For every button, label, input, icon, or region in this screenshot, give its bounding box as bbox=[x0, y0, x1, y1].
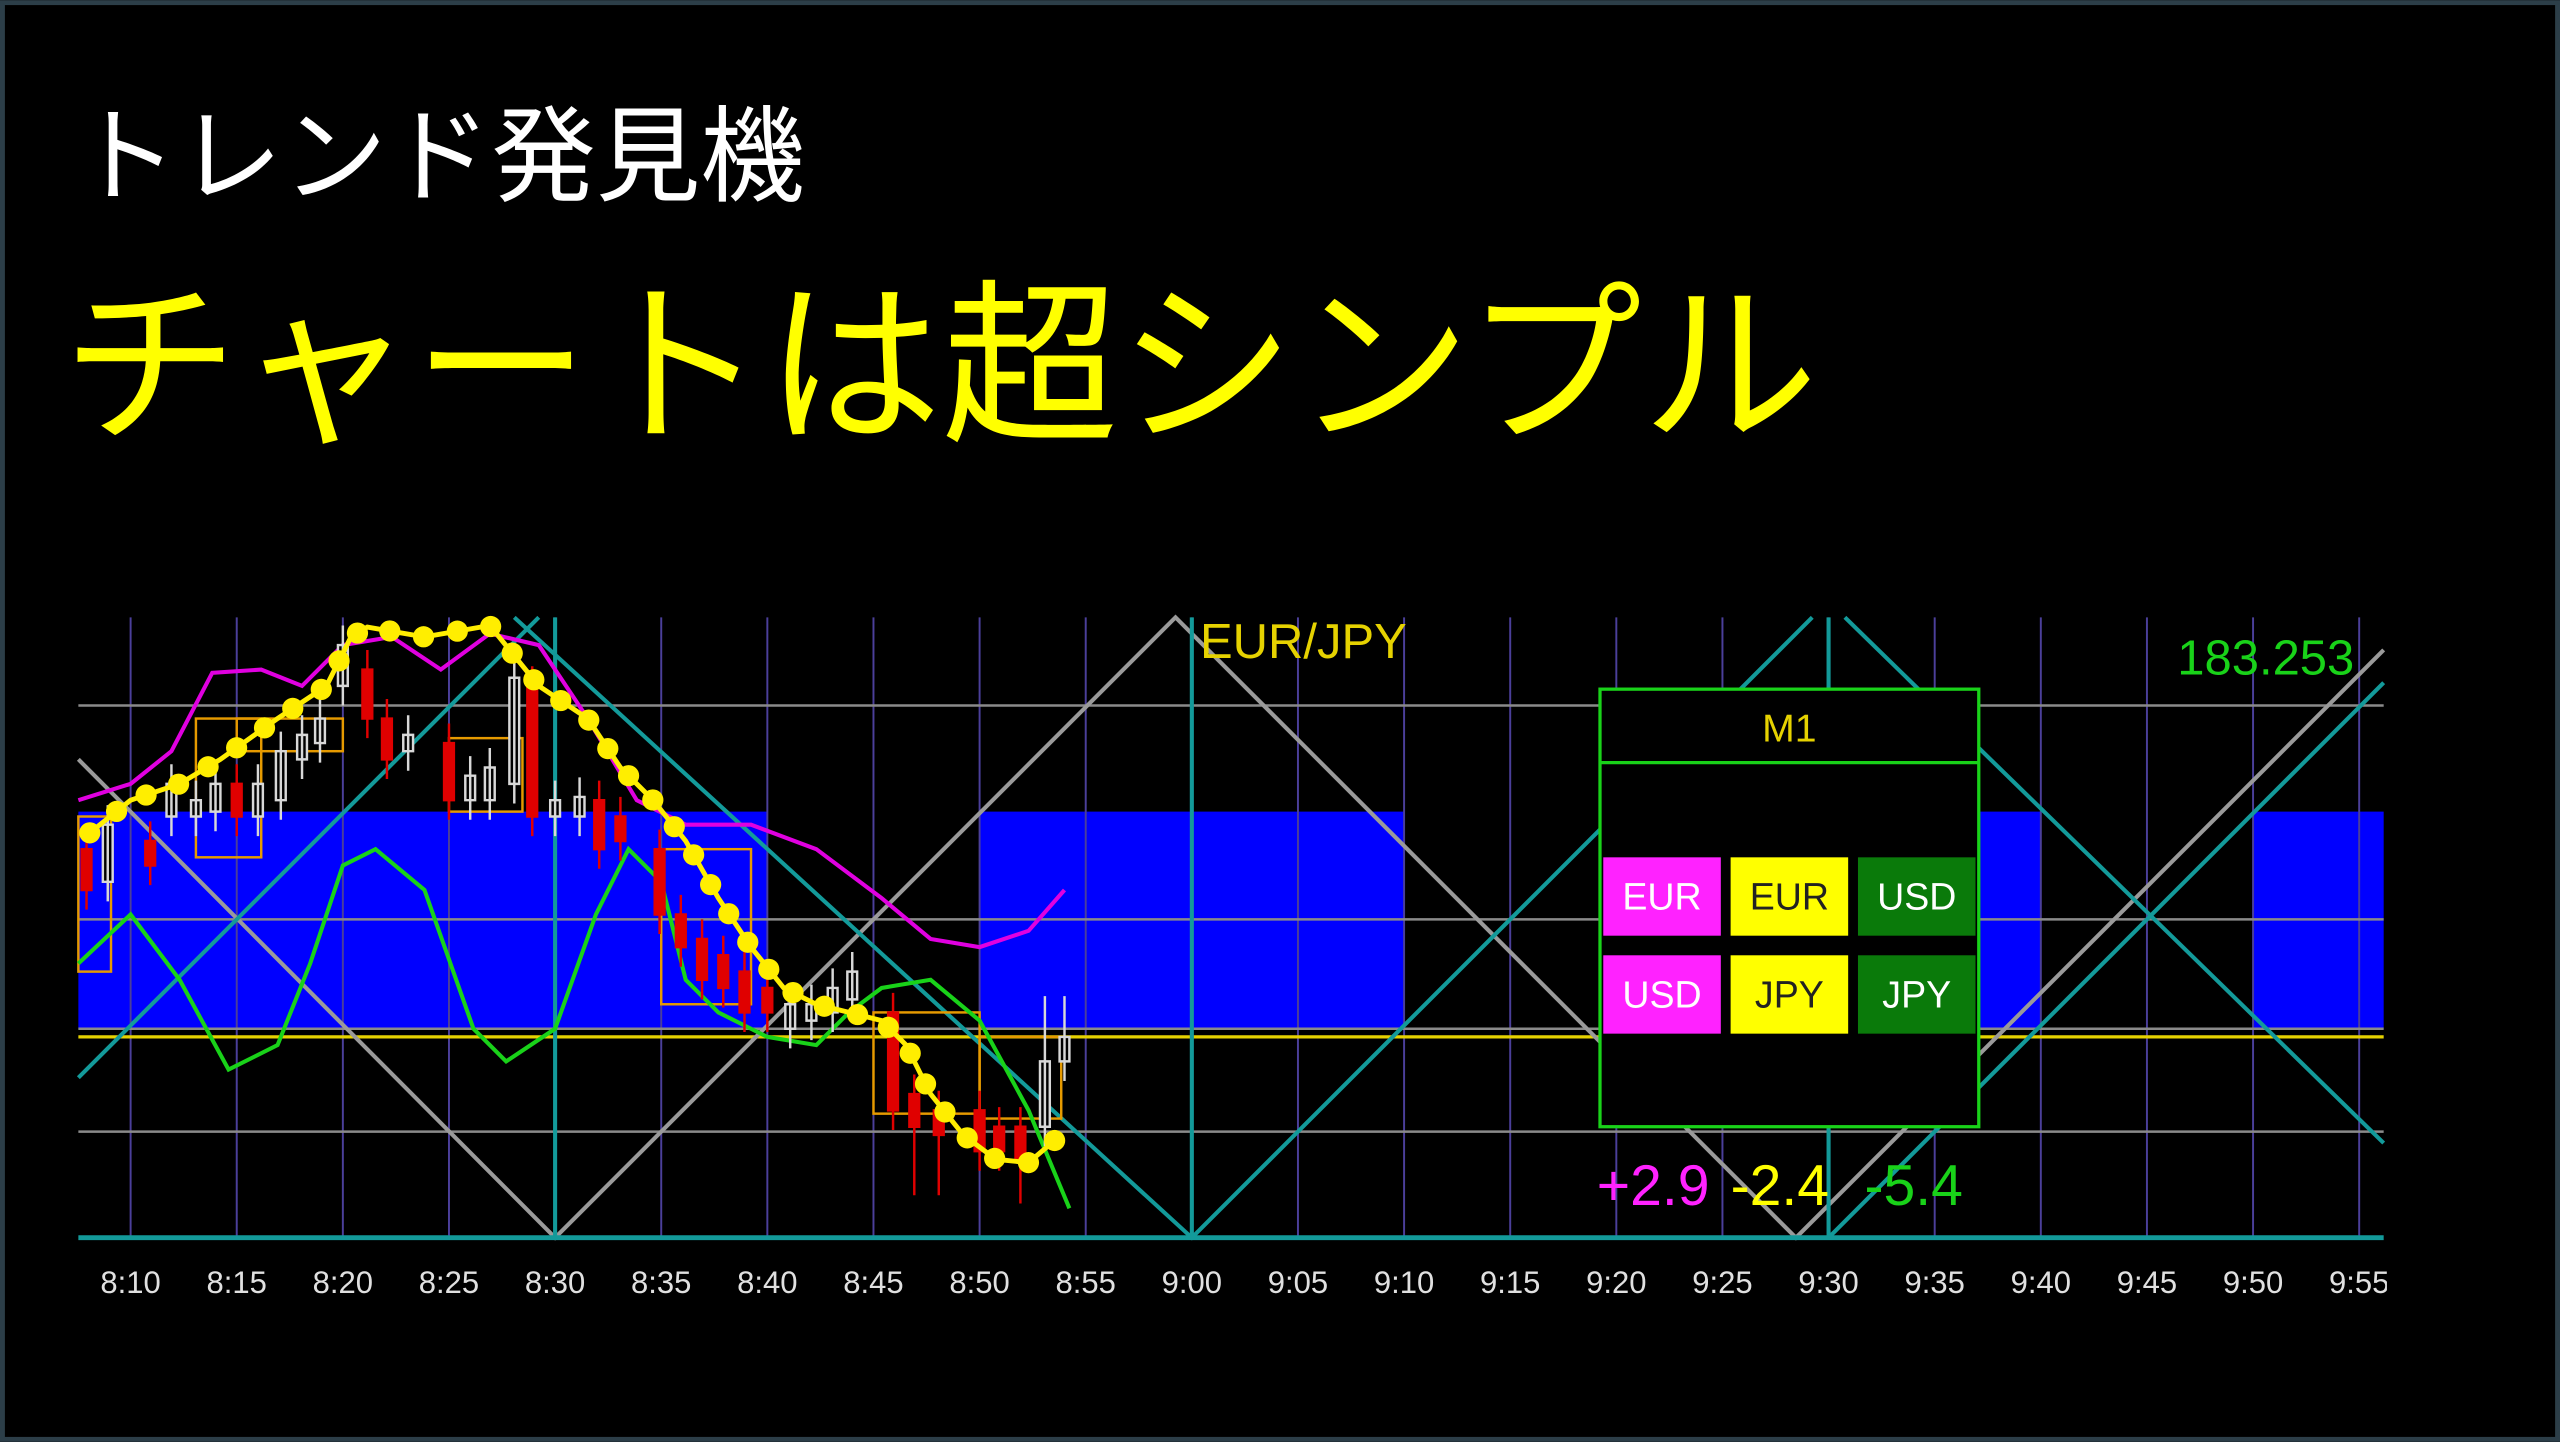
ma-dots bbox=[79, 613, 1072, 1174]
strengths: +2.9 -2.4 -5.4 bbox=[1597, 1154, 1963, 1218]
currency-label: JPY bbox=[1755, 974, 1824, 1016]
x-tick-label: 9:40 bbox=[2011, 1265, 2071, 1300]
currency-cell bbox=[1730, 857, 1849, 936]
green-line bbox=[76, 845, 1072, 1210]
range-box bbox=[660, 847, 753, 1006]
x-tick-label: 8:15 bbox=[207, 1265, 267, 1300]
title: トレンド発見機 bbox=[73, 96, 804, 218]
x-tick-label: 9:30 bbox=[1798, 1265, 1858, 1300]
currency-cell bbox=[1857, 857, 1976, 936]
currency-cell bbox=[1730, 955, 1849, 1034]
x-tick-label: 8:30 bbox=[525, 1265, 585, 1300]
currency-label: USD bbox=[1622, 974, 1701, 1016]
x-tick-label: 8:40 bbox=[737, 1265, 797, 1300]
currency-cell bbox=[1603, 955, 1721, 1034]
x-tick-label: 9:25 bbox=[1692, 1265, 1752, 1300]
x-tick-label: 9:45 bbox=[2117, 1265, 2177, 1300]
x-tick-label: 9:20 bbox=[1586, 1265, 1646, 1300]
range-box bbox=[77, 815, 113, 973]
currency-cell bbox=[1603, 857, 1721, 936]
cells: EUR EUR USD USD JPY JPY bbox=[1603, 857, 1976, 1034]
x-tick-label: 9:15 bbox=[1480, 1265, 1540, 1300]
up-wicks bbox=[106, 625, 1066, 1147]
x-labels: 8:10 8:15 8:20 8:25 8:30 8:35 8:40 8:45 8:50 8:55… bbox=[100, 1265, 2389, 1300]
x-tick-label: 8:20 bbox=[313, 1265, 373, 1300]
down-wicks bbox=[85, 649, 1022, 1204]
gann-grey bbox=[76, 614, 2386, 1241]
x-tick-label: 8:45 bbox=[843, 1265, 903, 1300]
x-tick-label: 8:25 bbox=[419, 1265, 479, 1300]
x-tick-label: 8:10 bbox=[100, 1265, 160, 1300]
chart: 8:10 8:15 8:20 8:25 8:30 8:35 8:40 8:45 8:50 8:55… bbox=[76, 613, 2389, 1300]
x-tick-label: 8:35 bbox=[631, 1265, 691, 1300]
strength-value: +2.9 bbox=[1597, 1154, 1710, 1218]
x-tick-label: 9:05 bbox=[1268, 1265, 1328, 1300]
x-tick-label: 8:50 bbox=[949, 1265, 1009, 1300]
x-tick-label: 9:10 bbox=[1374, 1265, 1434, 1300]
x-tick-label: 9:00 bbox=[1162, 1265, 1222, 1300]
currency-label: EUR bbox=[1750, 876, 1829, 918]
horizontal-grid bbox=[78, 704, 2384, 1133]
x-tick-label: 8:55 bbox=[1056, 1265, 1116, 1300]
magenta-line bbox=[77, 631, 1067, 950]
currency-label: EUR bbox=[1622, 876, 1701, 918]
x-tick-label: 9:50 bbox=[2223, 1265, 2283, 1300]
x-tick-label: 9:35 bbox=[1905, 1265, 1965, 1300]
currency-label: USD bbox=[1877, 876, 1956, 918]
strength-panel: M1 EUR EUR USD USD JPY JPY +2.9 -2.4 -5.4 bbox=[1597, 687, 1981, 1218]
strength-value: -5.4 bbox=[1864, 1154, 1962, 1218]
symbol: EUR/JPY bbox=[1200, 615, 1407, 669]
strength-value: -2.4 bbox=[1731, 1154, 1829, 1218]
price: 183.253 bbox=[2177, 631, 2354, 685]
timeframe: M1 bbox=[1762, 707, 1816, 750]
yellow-ma bbox=[79, 613, 1072, 1174]
currency-cell bbox=[1857, 955, 1976, 1034]
currency-label: JPY bbox=[1882, 974, 1951, 1016]
x-tick-label: 9:55 bbox=[2329, 1265, 2389, 1300]
subtitle: チャートは超シンプル bbox=[62, 264, 1818, 470]
